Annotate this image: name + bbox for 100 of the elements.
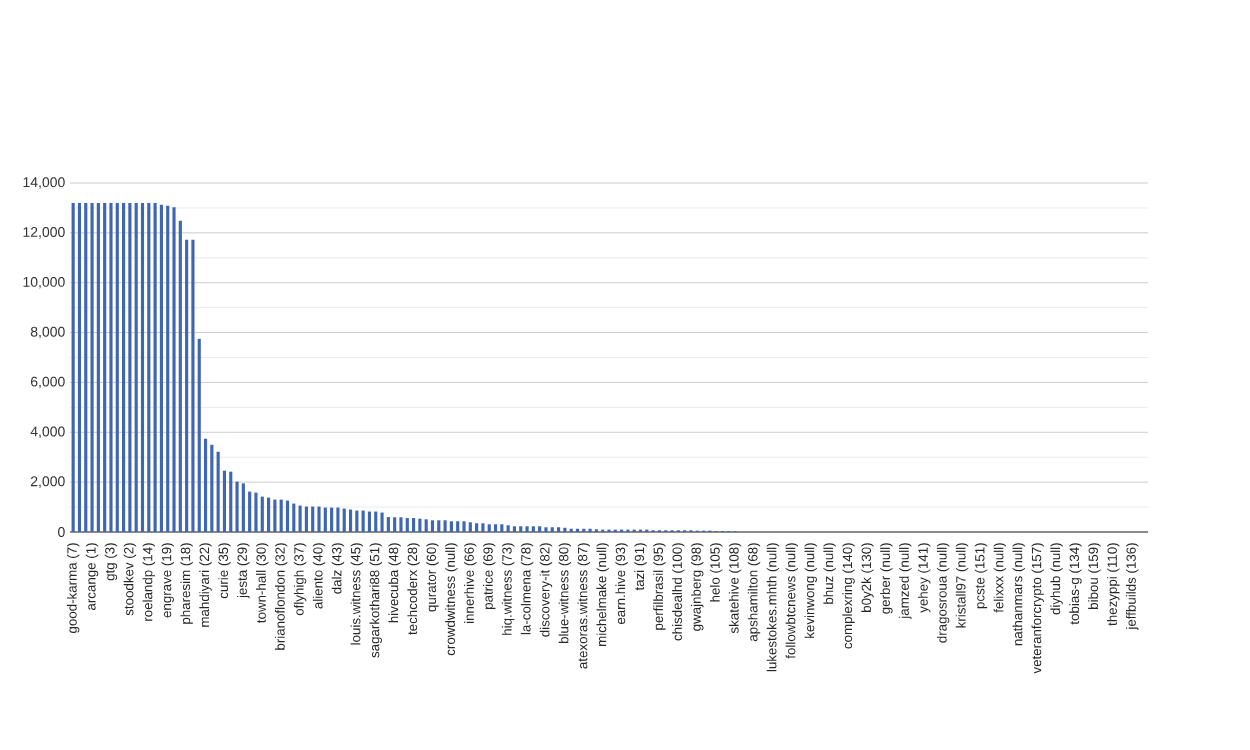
x-tick-label: yehey (141): [918, 543, 931, 613]
bar: [443, 520, 447, 532]
y-tick-label: 10,000: [23, 276, 65, 289]
bar: [216, 451, 220, 532]
x-tick-label: la-colmena (78): [520, 543, 534, 635]
bar: [84, 202, 88, 532]
bar: [380, 512, 384, 532]
y-tick-label: 8,000: [30, 326, 65, 339]
bar: [393, 517, 397, 532]
x-tick-label: patrice (69): [483, 543, 496, 609]
bar: [531, 526, 535, 532]
x-tick-label: skatehive (108): [728, 543, 742, 634]
bar: [166, 205, 170, 532]
bar: [374, 511, 378, 532]
x-tick-label: roelandp (14): [142, 543, 156, 621]
x-tick-label: atexoras.witness (87): [577, 543, 590, 669]
bar: [342, 508, 346, 532]
x-tick-label: nathanmars (null): [1012, 543, 1025, 646]
y-tick-label: 6,000: [30, 376, 65, 389]
bar: [222, 470, 227, 532]
x-tick-label: innerhive (66): [464, 543, 477, 624]
bar: [197, 338, 201, 532]
x-tick-label: techcoderx (28): [407, 543, 420, 635]
x-tick-label: brianoflondon (32): [274, 543, 288, 650]
bar: [159, 204, 163, 532]
bar: [323, 507, 327, 532]
x-tick-label: diyhub (null): [1050, 543, 1063, 615]
x-tick-label: town-hall (30): [256, 543, 269, 623]
bar: [399, 517, 403, 532]
bar: [361, 510, 365, 532]
x-tick-label: pcste (151): [974, 543, 988, 609]
bar: [140, 202, 145, 532]
x-tick-label: louis.witness (45): [350, 543, 364, 645]
x-tick-label: qurator (60): [426, 543, 439, 612]
x-tick-label: gtg (3): [104, 543, 118, 581]
bar: [462, 521, 466, 532]
bar: [96, 202, 100, 532]
bar: [147, 202, 151, 532]
bar: [544, 527, 548, 532]
bar: [330, 507, 334, 532]
bar: [304, 506, 308, 532]
x-tick-label: veteranforcrypto (157): [1031, 543, 1044, 674]
x-tick-label: mahdiyari (22): [199, 543, 212, 627]
y-tick-label: 2,000: [30, 476, 65, 488]
bar: [273, 499, 277, 532]
bar: [538, 526, 542, 532]
bar: [191, 239, 195, 532]
bar: [115, 202, 119, 532]
bar: [210, 444, 214, 532]
x-tick-label: tobias-g (134): [1069, 543, 1082, 625]
bar: [449, 521, 453, 532]
bar: [260, 496, 264, 532]
bar: [235, 481, 239, 532]
bar: [71, 202, 75, 532]
x-tick-label: jamzed (null): [899, 543, 912, 620]
x-tick-label: bhuz (null): [823, 543, 836, 604]
x-tick-label: discovery-it (82): [539, 543, 553, 637]
x-tick-label: thezyppi (110): [1107, 543, 1120, 626]
bar: [487, 524, 491, 532]
bar: [229, 471, 233, 532]
x-tick-label: good-karma (7): [66, 543, 80, 633]
x-tick-label: apshamilton (68): [747, 543, 761, 642]
bar: [493, 524, 498, 532]
x-tick-label: gwajnberg (98): [691, 543, 704, 631]
bar: [311, 506, 315, 532]
bar: [500, 524, 504, 532]
x-tick-label: tazi (91): [634, 543, 647, 591]
x-tick-label: aliento (40): [312, 543, 326, 609]
x-tick-label: engrave (19): [161, 543, 174, 618]
x-tick-label: jesta (29): [237, 543, 250, 599]
bar: [90, 202, 94, 532]
x-tick-label: oflyhigh (37): [293, 543, 307, 616]
bar: [424, 519, 428, 532]
bar: [430, 520, 435, 532]
x-tick-label: helo (105): [709, 543, 723, 602]
x-tick-label: sagarkothari88 (51): [369, 543, 382, 658]
y-tick-label: 14,000: [23, 177, 65, 189]
bar: [367, 511, 372, 532]
bar: [279, 499, 283, 532]
x-tick-label: chisdealhd (100): [672, 543, 685, 641]
bar: [512, 526, 517, 532]
bar: [128, 202, 132, 532]
bar: [298, 505, 302, 532]
bar: [557, 527, 561, 532]
bar: [437, 520, 441, 532]
x-tick-label: blue-witness (80): [558, 543, 572, 644]
bar: [292, 503, 296, 532]
bar: [468, 522, 472, 532]
x-tick-label: felixxx (null): [993, 543, 1007, 613]
x-tick-label: bibou (159): [1088, 543, 1101, 609]
x-tick-label: hiq.witness (73): [501, 543, 515, 635]
x-tick-label: followbtcnews (null): [785, 543, 799, 659]
bar: [456, 521, 460, 532]
bar: [550, 527, 554, 532]
bar: [575, 528, 580, 532]
bar: [525, 526, 529, 532]
y-tick-label: 12,000: [23, 227, 65, 239]
x-tick-label: kevinwong (null): [804, 543, 817, 638]
x-tick-label: arcange (1): [85, 543, 99, 611]
bar: [153, 202, 157, 532]
